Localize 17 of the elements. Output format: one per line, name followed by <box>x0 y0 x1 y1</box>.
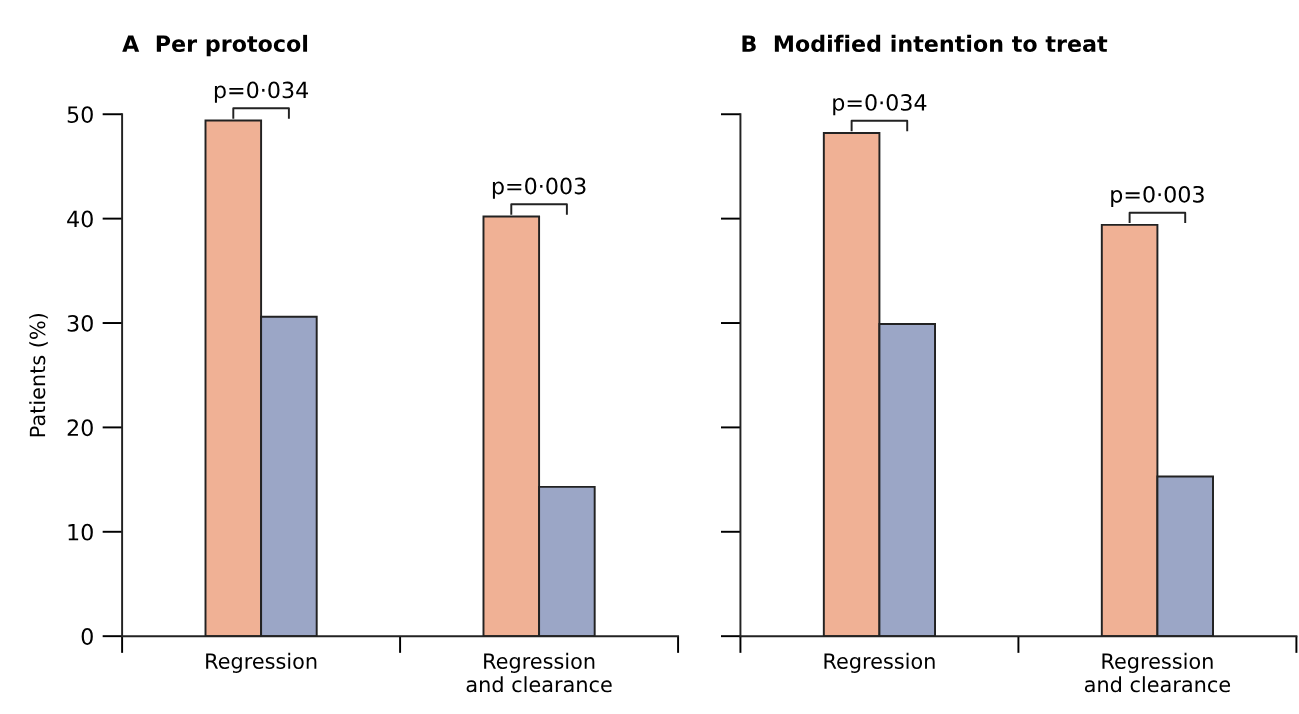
y-tick-label: 40 <box>67 210 93 228</box>
annotation: p=0·003 <box>492 177 586 199</box>
x-tick-label: Regression <box>824 652 935 673</box>
annotation: p=0·003 <box>1111 185 1204 208</box>
y-tick-label: 20 <box>67 419 93 437</box>
x-tick-label: Regression and clearance <box>466 652 612 693</box>
y-tick-label: 10 <box>68 523 93 541</box>
y-axis-title: Patients (%) <box>29 313 48 437</box>
y-tick-label: 0 <box>81 628 93 645</box>
x-tick-label: Regression <box>206 652 317 673</box>
annotation: p=0·034 <box>833 94 927 116</box>
y-tick-label: 30 <box>67 314 93 332</box>
chart-title: B Modified intention to treat <box>742 34 1108 53</box>
chart-title: A Per protocol <box>122 34 308 57</box>
y-tick-label: 50 <box>67 106 93 123</box>
text: p=0·034 <box>214 81 309 103</box>
x-tick-label: Regression and clearance <box>1084 652 1231 693</box>
